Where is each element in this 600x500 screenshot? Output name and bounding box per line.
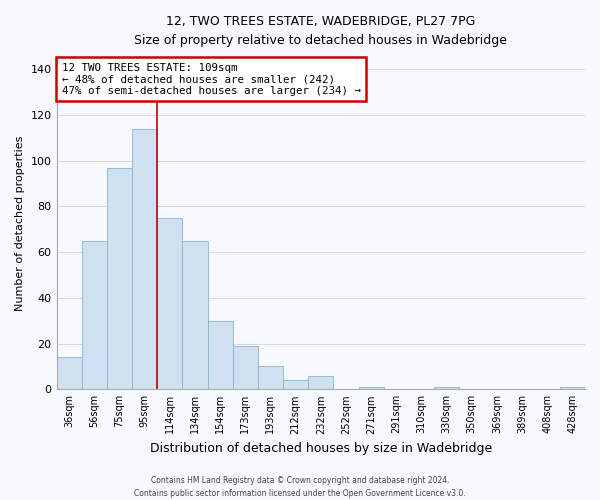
Bar	[359, 387, 383, 390]
Bar	[208, 320, 233, 390]
Title: 12, TWO TREES ESTATE, WADEBRIDGE, PL27 7PG
Size of property relative to detached: 12, TWO TREES ESTATE, WADEBRIDGE, PL27 7…	[134, 15, 507, 47]
Y-axis label: Number of detached properties: Number of detached properties	[15, 136, 25, 312]
Bar	[132, 128, 157, 390]
Bar	[233, 346, 258, 390]
Bar	[107, 168, 132, 390]
X-axis label: Distribution of detached houses by size in Wadebridge: Distribution of detached houses by size …	[149, 442, 492, 455]
Text: 12 TWO TREES ESTATE: 109sqm
← 48% of detached houses are smaller (242)
47% of se: 12 TWO TREES ESTATE: 109sqm ← 48% of det…	[62, 63, 361, 96]
Bar	[258, 366, 283, 390]
Bar	[283, 380, 308, 390]
Bar	[560, 387, 585, 390]
Bar	[56, 358, 82, 390]
Bar	[182, 240, 208, 390]
Bar	[434, 387, 459, 390]
Bar	[157, 218, 182, 390]
Bar	[308, 376, 334, 390]
Bar	[82, 240, 107, 390]
Text: Contains HM Land Registry data © Crown copyright and database right 2024.
Contai: Contains HM Land Registry data © Crown c…	[134, 476, 466, 498]
